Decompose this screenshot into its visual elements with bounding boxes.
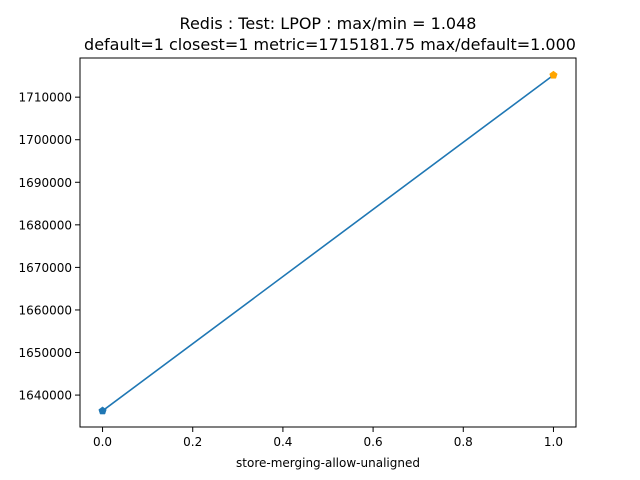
x-tick-label: 1.0 <box>544 435 563 449</box>
x-tick-label: 0.6 <box>364 435 383 449</box>
y-tick-label: 1640000 <box>19 389 72 403</box>
x-tick-label: 0.8 <box>454 435 473 449</box>
x-tick-label: 0.4 <box>273 435 292 449</box>
x-tick-label: 0.0 <box>93 435 112 449</box>
x-tick-label: 0.2 <box>183 435 202 449</box>
y-tick-label: 1650000 <box>19 346 72 360</box>
y-tick-label: 1710000 <box>19 91 72 105</box>
y-tick-label: 1690000 <box>19 176 72 190</box>
data-point-marker <box>98 406 107 415</box>
data-point-marker <box>549 70 558 79</box>
series-line <box>102 74 554 412</box>
chart-title-line-2: default=1 closest=1 metric=1715181.75 ma… <box>84 35 576 54</box>
y-tick-label: 1700000 <box>19 133 72 147</box>
x-axis-label: store-merging-allow-unaligned <box>236 456 420 470</box>
y-tick-label: 1660000 <box>19 303 72 317</box>
x-axis-ticks: 0.0 0.2 0.4 0.6 0.8 1.0 <box>93 427 563 449</box>
plot-area <box>98 70 558 415</box>
chart-title-line-1: Redis : Test: LPOP : max/min = 1.048 <box>180 14 477 33</box>
y-tick-label: 1670000 <box>19 261 72 275</box>
y-tick-label: 1680000 <box>19 218 72 232</box>
y-axis-ticks: 1640000 1650000 1660000 1670000 1680000 16900… <box>19 91 80 403</box>
axes-frame <box>79 57 577 428</box>
